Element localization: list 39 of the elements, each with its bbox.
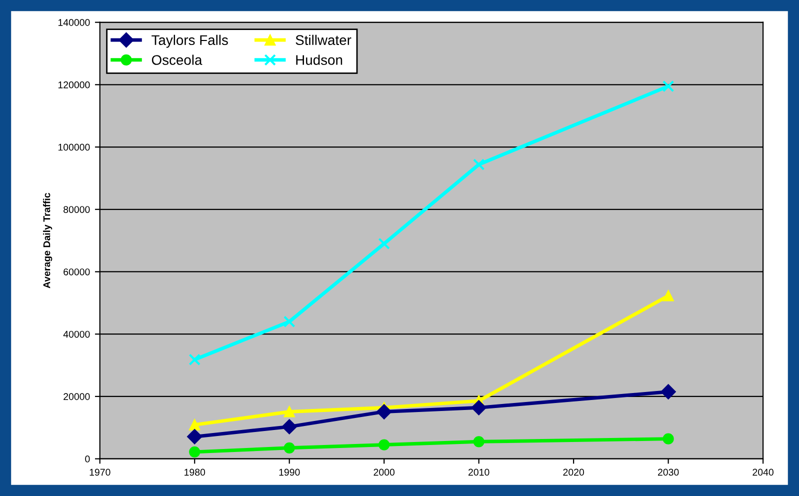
y-tick-label: 140000 (58, 19, 90, 26)
y-tick-label: 100000 (58, 144, 90, 151)
point (378, 439, 390, 450)
point (189, 419, 200, 430)
legend-label: Hudson (296, 54, 342, 65)
x-tick-label: 2020 (563, 468, 584, 476)
point (189, 446, 200, 458)
legend-label: Taylors Falls (152, 34, 228, 48)
point (471, 400, 486, 416)
y-tick-label: 0 (85, 456, 90, 462)
x-tick-label: 2040 (752, 468, 774, 476)
point (282, 419, 297, 434)
x-tick-label: 1990 (279, 468, 300, 476)
point (283, 316, 296, 328)
point (376, 404, 392, 420)
point (662, 433, 674, 444)
y-axis-title: Average Daily Traffic (43, 192, 52, 288)
point (662, 80, 674, 92)
point (187, 429, 202, 444)
x-tick-label: 1970 (90, 468, 110, 476)
x-tick-label: 2010 (468, 468, 490, 476)
point (473, 436, 484, 448)
y-tick-label: 120000 (58, 81, 90, 88)
x-tick-label: 2030 (658, 468, 679, 476)
legend-label: Osceola (152, 54, 202, 65)
y-tick-label: 60000 (64, 268, 90, 276)
x-tick-label: 1980 (184, 468, 206, 476)
point (284, 406, 295, 418)
point (662, 290, 674, 302)
point (188, 354, 201, 366)
point (472, 158, 485, 170)
legend-label: Stillwater (296, 34, 352, 46)
y-tick-label: 20000 (64, 393, 90, 400)
y-tick-label: 40000 (63, 330, 90, 338)
point (378, 238, 390, 250)
x-tick-label: 2000 (374, 468, 395, 476)
point (660, 384, 676, 400)
y-tick-label: 80000 (64, 206, 90, 213)
point (284, 442, 295, 454)
